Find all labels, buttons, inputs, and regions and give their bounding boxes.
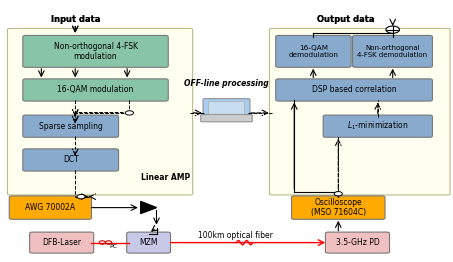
Text: OFF-line processing: OFF-line processing bbox=[184, 79, 269, 88]
Text: PC: PC bbox=[110, 244, 118, 249]
Text: DCT: DCT bbox=[63, 155, 78, 165]
Text: Output data: Output data bbox=[318, 15, 375, 24]
Circle shape bbox=[334, 192, 342, 196]
Text: MZM: MZM bbox=[140, 238, 158, 247]
Text: 16-QAM modulation: 16-QAM modulation bbox=[58, 85, 134, 95]
FancyBboxPatch shape bbox=[23, 149, 119, 171]
Circle shape bbox=[386, 26, 400, 33]
FancyBboxPatch shape bbox=[208, 102, 245, 114]
Text: AWG 70002A: AWG 70002A bbox=[25, 203, 76, 212]
Text: Linear AMP: Linear AMP bbox=[141, 173, 190, 182]
FancyBboxPatch shape bbox=[23, 35, 168, 67]
Text: Oscilloscope
(MSO 71604C): Oscilloscope (MSO 71604C) bbox=[311, 198, 366, 217]
FancyBboxPatch shape bbox=[203, 99, 250, 116]
Text: 3.5-GHz PD: 3.5-GHz PD bbox=[336, 238, 379, 247]
Text: Input data: Input data bbox=[51, 15, 100, 24]
Text: DSP based correlation: DSP based correlation bbox=[312, 85, 396, 95]
Text: $L_1$-minimization: $L_1$-minimization bbox=[347, 120, 409, 132]
Text: 100km optical fiber: 100km optical fiber bbox=[198, 231, 273, 239]
Text: Output data: Output data bbox=[318, 15, 375, 24]
FancyBboxPatch shape bbox=[23, 115, 119, 137]
FancyBboxPatch shape bbox=[276, 79, 433, 101]
Text: Non-orthogonal
4-FSK demodulation: Non-orthogonal 4-FSK demodulation bbox=[357, 45, 428, 58]
FancyBboxPatch shape bbox=[270, 29, 450, 195]
FancyBboxPatch shape bbox=[323, 115, 433, 137]
Text: DFB-Laser: DFB-Laser bbox=[42, 238, 81, 247]
FancyBboxPatch shape bbox=[29, 232, 94, 253]
FancyBboxPatch shape bbox=[9, 196, 92, 219]
Circle shape bbox=[125, 111, 134, 115]
Text: Input data: Input data bbox=[51, 15, 100, 24]
Polygon shape bbox=[141, 201, 156, 214]
FancyBboxPatch shape bbox=[201, 114, 252, 122]
FancyBboxPatch shape bbox=[292, 196, 385, 219]
FancyBboxPatch shape bbox=[325, 232, 390, 253]
Circle shape bbox=[77, 194, 85, 199]
Text: Non-orthogonal 4-FSK
modulation: Non-orthogonal 4-FSK modulation bbox=[53, 42, 138, 61]
Text: 16-QAM
demodulation: 16-QAM demodulation bbox=[289, 45, 338, 58]
Text: Sparse sampling: Sparse sampling bbox=[39, 122, 103, 131]
FancyBboxPatch shape bbox=[276, 35, 351, 67]
FancyBboxPatch shape bbox=[127, 232, 170, 253]
FancyBboxPatch shape bbox=[7, 29, 193, 195]
FancyBboxPatch shape bbox=[352, 35, 433, 67]
FancyBboxPatch shape bbox=[23, 79, 168, 101]
